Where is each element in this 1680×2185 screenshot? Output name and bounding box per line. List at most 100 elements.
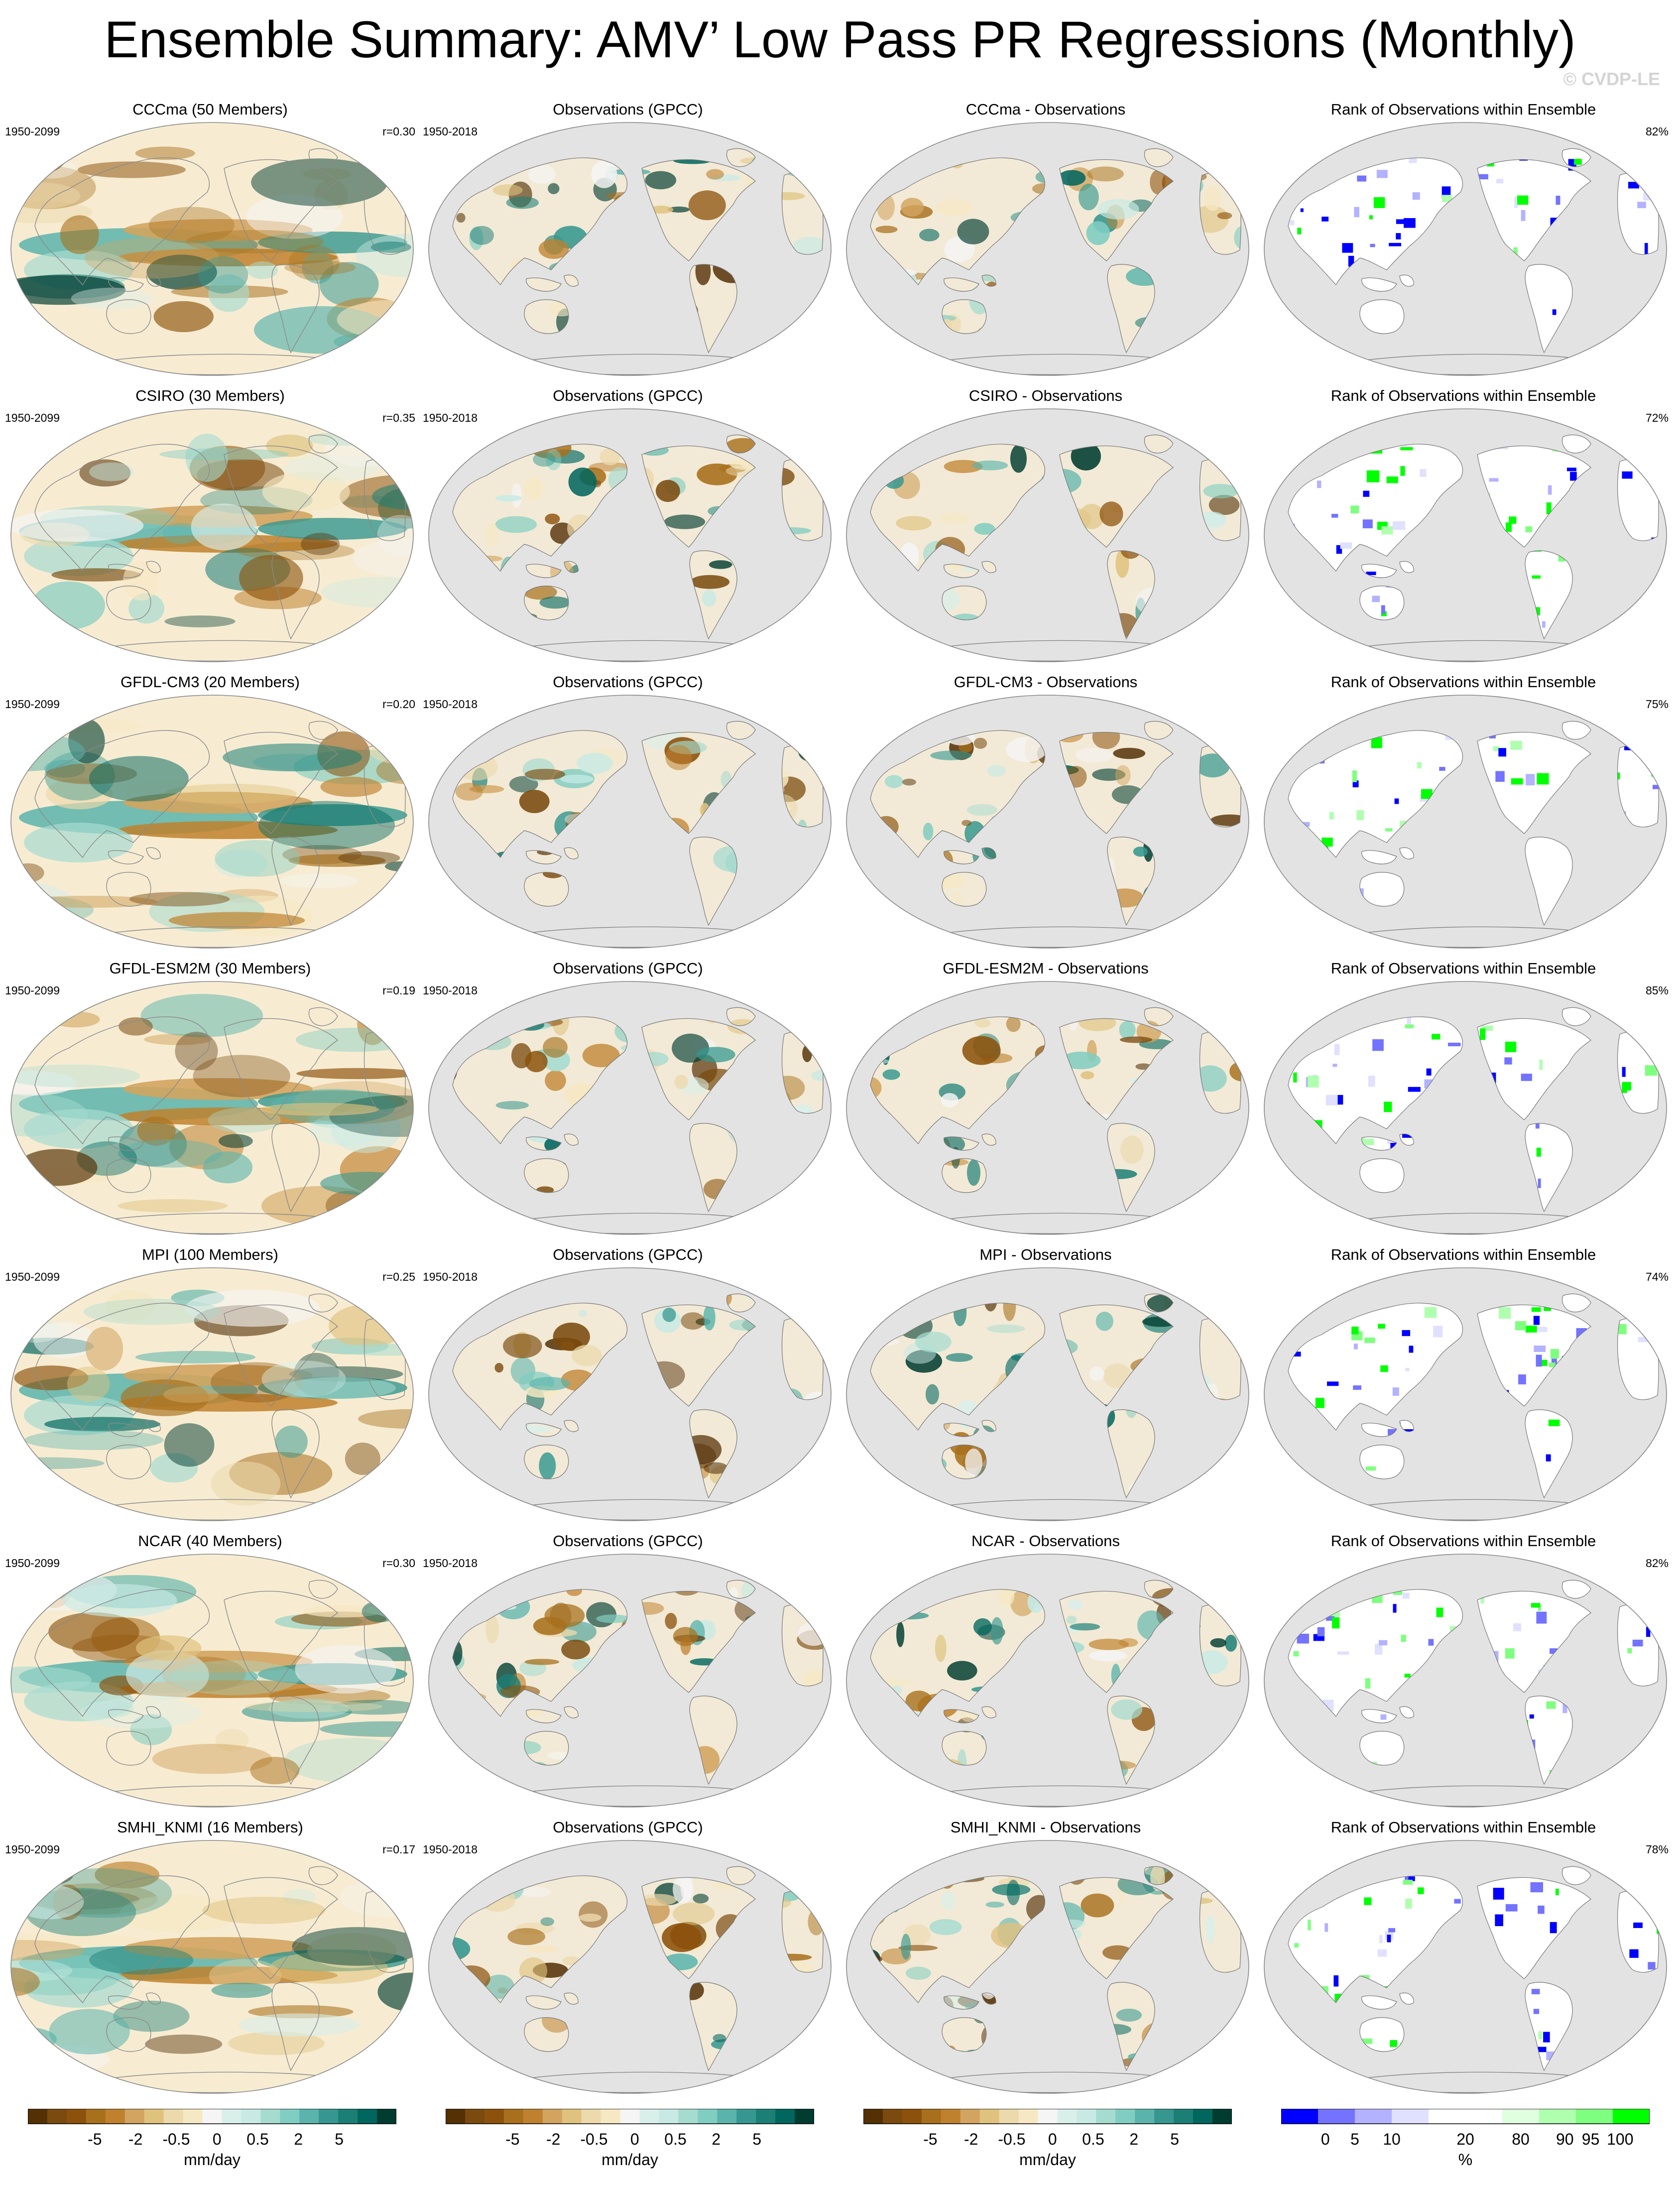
colorbar-tick-label: 0.5: [1082, 2130, 1104, 2148]
colorbar-swatch: [1174, 2109, 1194, 2124]
colorbar-swatch: [581, 2109, 601, 2124]
panel-title: Observations (GPCC): [553, 1532, 703, 1550]
colorbar-tick-label: -2: [546, 2130, 560, 2148]
difference-panel: NCAR - Observations: [840, 1531, 1251, 1817]
panel-title: Observations (GPCC): [553, 101, 703, 118]
observations-map: [428, 1267, 832, 1521]
colorbar-swatch: [299, 2109, 319, 2124]
colorbar-swatch: [163, 2109, 184, 2124]
colorbar-swatch: [523, 2109, 543, 2124]
rank-map: [1264, 1267, 1667, 1521]
panel-title: Rank of Observations within Ensemble: [1330, 101, 1596, 118]
colorbar-swatch: [921, 2109, 942, 2124]
ensemble-panel: NCAR (40 Members) 1950-2099 r=0.30: [5, 1531, 415, 1817]
pattern-correlation: r=0.30: [382, 1557, 415, 1570]
observations-map: [428, 1554, 832, 1808]
colorbar-swatch: [28, 2109, 48, 2124]
pr-colorbar: -5 -2 -0.5 0 0.5 2 5 mm/day: [446, 2109, 814, 2169]
colorbar-swatch: [1057, 2109, 1077, 2124]
difference-map: [846, 408, 1249, 662]
colorbar-swatch: [86, 2109, 106, 2124]
colorbar-swatch: [1539, 2109, 1576, 2124]
colorbar-tick-label: 2: [712, 2130, 720, 2148]
colorbar-swatch: [183, 2109, 203, 2124]
colorbar-swatch: [241, 2109, 261, 2124]
colorbar-swatch: [736, 2109, 756, 2124]
observations-map: [428, 408, 832, 662]
ensemble-map: [10, 122, 414, 376]
period-label: 1950-2099: [5, 1557, 60, 1570]
colorbar-tick-label: 2: [294, 2130, 303, 2148]
colorbar-swatch: [280, 2109, 300, 2124]
colorbar-tick-label: 5: [1170, 2130, 1179, 2148]
period-label: 1950-2018: [423, 125, 478, 138]
colorbar-swatch: [960, 2109, 980, 2124]
colorbar-swatch: [144, 2109, 164, 2124]
rank-percent: 72%: [1645, 411, 1669, 424]
colorbar-swatch: [124, 2109, 145, 2124]
colorbar-swatch: [717, 2109, 737, 2124]
colorbar-swatch: [1465, 2109, 1503, 2124]
colorbar-graphic: 0 5 10 20 80 90 95 100: [1281, 2109, 1650, 2148]
pr-colorbar: -5 -2 -0.5 0 0.5 2 5 mm/day: [863, 2109, 1232, 2169]
panel-title: Observations (GPCC): [553, 673, 703, 691]
ensemble-panel: SMHI_KNMI (16 Members) 1950-2099 r=0.17: [5, 1818, 415, 2103]
panel-title: MPI (100 Members): [142, 1246, 278, 1263]
ensemble-map: [10, 695, 414, 949]
colorbar-tick-label: 10: [1383, 2130, 1401, 2148]
panel-title: GFDL-ESM2M - Observations: [943, 960, 1149, 977]
colorbar-swatch: [338, 2109, 358, 2124]
colorbar-swatch: [503, 2109, 524, 2124]
colorbar-swatch: [863, 2109, 883, 2124]
colorbar-swatch: [1355, 2109, 1392, 2124]
panel-title: CCCma - Observations: [965, 101, 1126, 118]
panel-title: Rank of Observations within Ensemble: [1330, 1246, 1596, 1263]
colorbar-swatch: [446, 2109, 466, 2124]
observations-map: [428, 1840, 832, 2094]
ensemble-map: [10, 1840, 414, 2094]
colorbar-swatch: [1038, 2109, 1058, 2124]
pattern-correlation: r=0.30: [382, 125, 415, 138]
colorbar-swatch: [1212, 2109, 1232, 2124]
copyright-watermark: © CVDP-LE: [1563, 69, 1660, 89]
observations-panel: Observations (GPCC) 1950-2018: [423, 959, 833, 1244]
panel-title: Observations (GPCC): [553, 1246, 703, 1263]
panel-title: Rank of Observations within Ensemble: [1330, 1819, 1596, 1836]
colorbar-units: %: [1458, 2151, 1473, 2169]
panel-title: GFDL-CM3 (20 Members): [120, 673, 300, 691]
period-label: 1950-2099: [5, 698, 60, 711]
period-label: 1950-2018: [423, 698, 478, 711]
pattern-correlation: r=0.35: [382, 411, 415, 424]
rank-panel: Rank of Observations within Ensemble 82%: [1258, 100, 1669, 385]
difference-map: [846, 981, 1249, 1235]
colorbar-swatch: [1613, 2109, 1650, 2124]
period-label: 1950-2018: [423, 411, 478, 424]
colorbar-tick-label: 0.5: [246, 2130, 268, 2148]
colorbar-swatch: [639, 2109, 659, 2124]
colorbar-swatch: [979, 2109, 1000, 2124]
panel-title: SMHI_KNMI (16 Members): [117, 1819, 303, 1836]
rank-map: [1264, 122, 1667, 376]
difference-panel: SMHI_KNMI - Observations: [840, 1818, 1251, 2103]
difference-panel: GFDL-ESM2M - Observations: [840, 959, 1251, 1244]
colorbar-swatch: [1392, 2109, 1429, 2124]
panel-title: Rank of Observations within Ensemble: [1330, 960, 1596, 977]
colorbar-swatch: [1318, 2109, 1355, 2124]
observations-panel: Observations (GPCC) 1950-2018: [423, 672, 833, 958]
colorbar-tick-label: 0.5: [664, 2130, 686, 2148]
panel-title: GFDL-CM3 - Observations: [954, 673, 1138, 691]
rank-percent: 82%: [1645, 1557, 1669, 1570]
colorbar-tick-label: -2: [128, 2130, 142, 2148]
panel-title: CSIRO - Observations: [968, 387, 1123, 404]
colorbar-swatch: [999, 2109, 1019, 2124]
colorbar-tick-label: 95: [1582, 2130, 1600, 2148]
panel-title: CCCma (50 Members): [132, 101, 288, 118]
colorbar-swatch: [105, 2109, 125, 2124]
colorbar-swatch: [941, 2109, 961, 2124]
colorbar-swatch: [260, 2109, 280, 2124]
pattern-correlation: r=0.25: [382, 1270, 415, 1283]
panel-title: Observations (GPCC): [553, 960, 703, 977]
figure-title: Ensemble Summary: AMV’ Low Pass PR Regre…: [104, 11, 1576, 69]
observations-panel: Observations (GPCC) 1950-2018: [423, 100, 833, 385]
pattern-correlation: r=0.19: [382, 984, 415, 997]
